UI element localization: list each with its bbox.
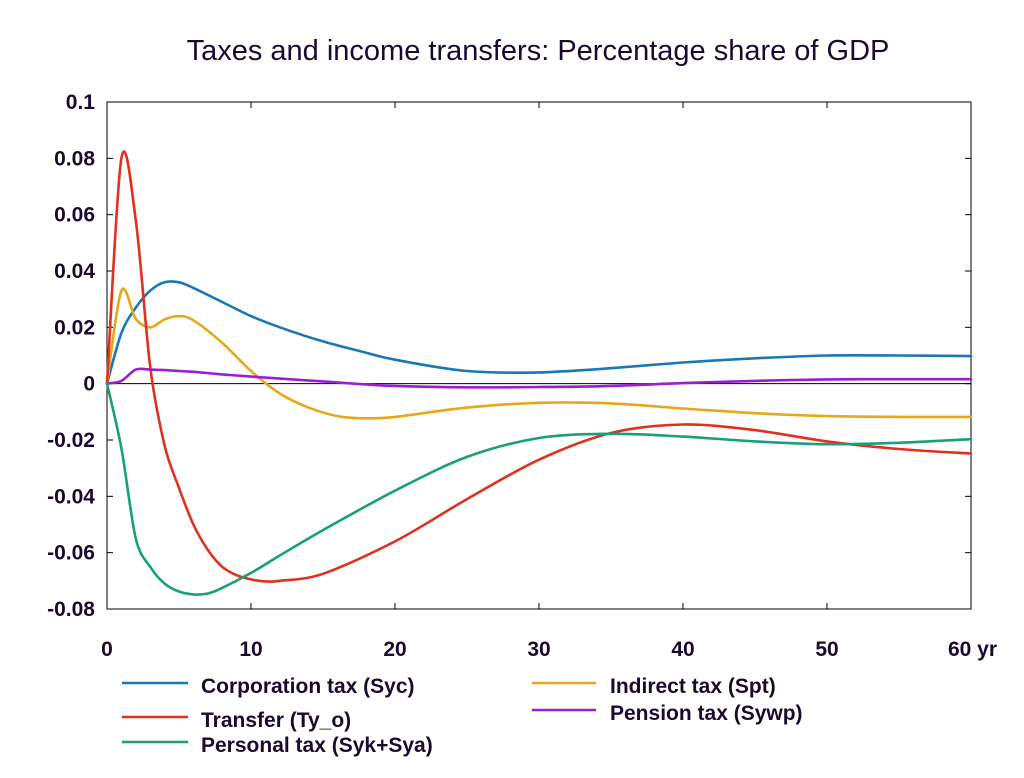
x-tick-label: 20 <box>383 638 406 661</box>
chart-title: Taxes and income transfers: Percentage s… <box>187 35 890 67</box>
y-tick-label: 0.02 <box>54 316 95 339</box>
series-line <box>105 150 973 583</box>
legend-label: Pension tax (Sywp) <box>610 702 803 725</box>
x-tick-label: 0 <box>101 638 113 661</box>
y-tick-label: 0.1 <box>66 91 96 114</box>
x-tick-label: 40 <box>671 638 694 661</box>
y-tick-label: 0.08 <box>54 147 95 170</box>
series-line <box>105 280 973 385</box>
y-tick-label: 0.04 <box>54 260 95 283</box>
legend: Corporation tax (Syc) Indirect tax (Spt) T… <box>122 675 803 757</box>
x-tick-label: 60 yr <box>948 638 997 661</box>
series-line <box>105 382 973 596</box>
y-tick-label: 0.06 <box>54 204 95 227</box>
legend-label: Indirect tax (Spt) <box>610 675 776 698</box>
legend-label: Transfer (Ty_o) <box>201 709 351 732</box>
y-tick-label: -0.02 <box>47 429 95 452</box>
legend-label: Personal tax (Syk+Sya) <box>201 734 433 757</box>
series-line <box>105 367 973 389</box>
y-axis: -0.08 -0.06 -0.04 -0.02 0 0.02 0.04 0.06 0.08 0.1 <box>47 91 971 621</box>
y-tick-label: -0.04 <box>47 485 95 508</box>
series-lines <box>105 150 973 596</box>
y-tick-label: -0.06 <box>47 542 95 565</box>
legend-label: Corporation tax (Syc) <box>201 675 415 698</box>
x-tick-label: 30 <box>527 638 550 661</box>
y-tick-label: -0.08 <box>47 598 95 621</box>
x-axis: 0 10 20 30 40 50 60 yr <box>101 102 997 661</box>
series-line <box>105 287 973 420</box>
y-tick-label: 0 <box>83 373 95 396</box>
x-tick-label: 50 <box>815 638 838 661</box>
x-tick-label: 10 <box>239 638 262 661</box>
